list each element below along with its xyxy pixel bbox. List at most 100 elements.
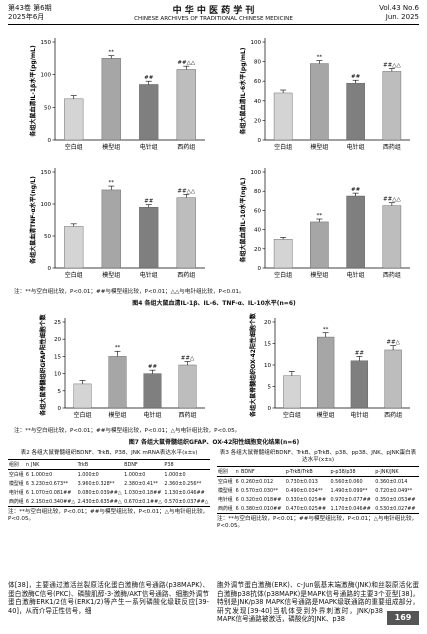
y-tick-label: 150 (41, 170, 52, 176)
bar (273, 92, 293, 141)
bar (382, 205, 402, 269)
table-cell: 电针组 (9, 490, 24, 496)
table-cell: 2.150±0.340##△ (31, 498, 76, 505)
error-bar (352, 79, 359, 84)
y-axis-label: 各组大鼠脊髓组织GFAP阳性细胞个数 (39, 313, 47, 416)
table-cell: 1.000±0 (31, 471, 53, 478)
error-bar (280, 236, 287, 240)
significance-label: ** (323, 327, 329, 333)
table-row: 空白组 6 1.000±0 1.000±0 1.000±0 1.000±0 (8, 470, 210, 480)
y-tick-label: 5 (58, 389, 62, 395)
y-tick-label: 40 (254, 228, 261, 234)
column-header: p-TrkB/TrkB (285, 468, 313, 475)
y-tick-label: 20 (264, 320, 271, 326)
y-axis-label: 各组大鼠血清IL-6水平(pg/mL) (239, 47, 247, 135)
y-tick-label: 0 (268, 406, 272, 412)
significance-label: ##△ (386, 340, 400, 346)
volume-en: Vol.43 No.6 (379, 4, 419, 12)
x-tick-label: 模型组 (317, 411, 335, 419)
table-head: 组别 n JNK TrkB BDNF P38 (8, 459, 210, 470)
bar (346, 195, 365, 269)
header-row: 组别 n BDNF p-TrkB/TrkB p-p38/p38 p-JNK/JNK (217, 466, 419, 477)
x-tick-label: 空白组 (274, 143, 292, 151)
table-row: 模型组 6 3.230±0.673** 3.960±0.328** 2.380±0.41… (8, 479, 210, 488)
table-cell: 模型组 (218, 488, 233, 494)
y-tick-label: 25 (54, 320, 61, 326)
y-tick-label: 60 (254, 79, 261, 85)
bar (310, 221, 329, 269)
y-tick-label: 100 (251, 40, 262, 46)
y-tick-label: 15 (54, 354, 61, 360)
y-tick-label: 20 (254, 118, 261, 124)
table-cell: 0.360±0.014 (375, 478, 408, 485)
table-row: 电针组 6 0.320±0.018## 0.330±0.025## 0.970±0.07… (217, 495, 419, 504)
significance-label: ** (115, 345, 121, 351)
error-bar (322, 332, 329, 338)
column-header: 组别 (9, 462, 19, 468)
x-tick-label: 模型组 (310, 271, 328, 279)
x-tick-label: 模型组 (108, 411, 126, 419)
table-cell: 0.560±0.060 (330, 478, 363, 485)
table-note: 注：**与空白组比较，P<0.01；##与模型组比较，P<0.01；△与电针组比… (217, 516, 418, 529)
table-cell: 电针组 (218, 497, 233, 503)
bar (176, 69, 196, 141)
table-title: 表2 各组大鼠脊髓组织BDNF、TrkB、P38、JNK mRNA表达水平(x±… (20, 450, 198, 456)
y-tick-label: 50 (44, 105, 51, 111)
error-bar (184, 361, 191, 365)
x-tick-label: 模型组 (102, 143, 120, 151)
x-tick-label: 电针组 (143, 411, 161, 419)
table-cell: 0.380±0.010## (241, 505, 282, 512)
table-cell: 2.360±0.256** (164, 480, 202, 487)
table-row: 空白组 6 0.260±0.012 0.730±0.013 0.560±0.060 0.3… (217, 477, 419, 487)
x-tick-label: 电针组 (140, 143, 158, 151)
x-tick-label: 西药组 (178, 411, 196, 419)
journal-cn: 中 华 中 医 药 学 刊 (172, 6, 255, 16)
bar (310, 63, 329, 141)
y-axis-label: 各组大鼠血清TNF-α水平(ng/L) (29, 176, 37, 265)
fig4-note: 注：**与空白组比较，P<0.01；##与模型组比较，P<0.01；△△与电针组… (14, 289, 245, 295)
error-bar (288, 371, 295, 376)
fig4-caption: 图4 各组大鼠血清IL-1β、IL-6、TNF-α、IL-10水平(n=6) (132, 300, 296, 307)
bar (139, 206, 159, 269)
significance-label: ##△△ (177, 60, 195, 66)
table-cell: 0.970±0.077## (330, 496, 371, 503)
table-body: 空白组 6 0.260±0.012 0.730±0.013 0.560±0.060 0.3… (217, 477, 419, 514)
y-tick-label: 50 (44, 234, 51, 240)
y-tick-label: 15 (264, 342, 271, 348)
header-center: 中 华 中 医 药 学 刊 CHINESE ARCHIVES OF TRADIT… (90, 3, 337, 22)
error-bar (108, 185, 115, 190)
y-axis-label: 各组大鼠脊髓组织OX-42阳性细胞个数 (249, 312, 257, 418)
significance-label: ## (144, 75, 154, 81)
significance-label: ## (144, 199, 154, 205)
table-cell: 1.000±0 (77, 471, 99, 478)
column-header: TrkB (77, 461, 89, 468)
table-cell: 模型组 (9, 481, 24, 487)
table-cell: 1.130±0.046## (164, 489, 205, 496)
table-cell: 1.000±0 (124, 471, 146, 478)
y-axis-label: 各组大鼠血清IL-10水平(ng/L) (239, 177, 247, 263)
significance-label: ** (317, 213, 323, 219)
header-right: Vol.43 No.6 Jun. 2025 (379, 4, 419, 22)
bar (350, 360, 369, 409)
table-cell: 0.490±0.034** (285, 487, 323, 494)
table-cell: 6 (25, 489, 29, 496)
table-cell: 1.070±0.081## (31, 489, 72, 496)
body-left: 体[38]，主要通过激活丝裂原活化蛋白激酶信号通路(p38MAPK)、蛋白激酶C… (8, 581, 209, 615)
y-tick-label: 0 (58, 406, 62, 412)
fig7-note: 注：**与空白组比较，P<0.01；##与模型组比较，P<0.01；△与电针组比… (14, 428, 241, 434)
figures: 050100150各组大鼠血清IL-1β水平(pg/mL)空白组**模型组##电… (29, 38, 410, 419)
error-bar (149, 369, 156, 374)
error-bar (70, 95, 77, 99)
bar (283, 375, 301, 409)
table-cell: 3.230±0.673** (31, 480, 69, 487)
x-tick-label: 模型组 (102, 271, 120, 279)
x-tick-label: 西药组 (177, 271, 195, 279)
significance-label: ## (148, 364, 158, 370)
table-cell: 1.170±0.046## (330, 505, 371, 512)
y-tick-label: 5 (268, 385, 272, 391)
bar (73, 383, 92, 409)
header-row: 组别 n JNK TrkB BDNF P38 (8, 459, 210, 470)
bar (384, 349, 402, 409)
y-tick-label: 10 (264, 363, 271, 369)
